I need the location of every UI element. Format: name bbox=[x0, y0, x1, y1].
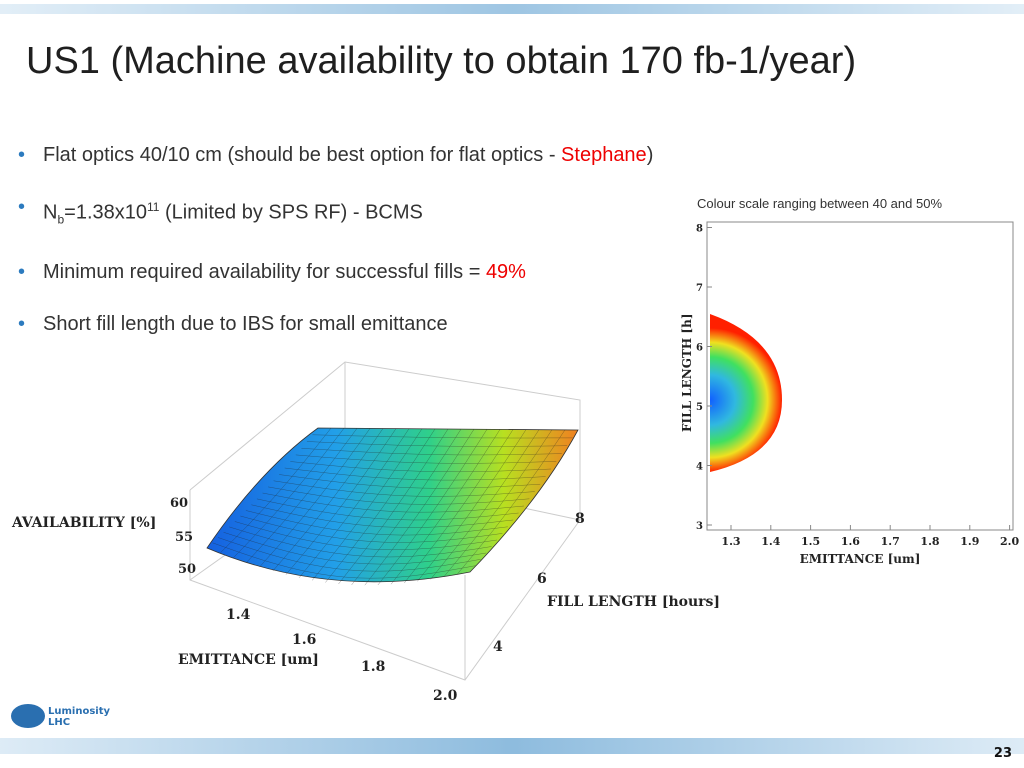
logo-text: LHC bbox=[48, 717, 70, 728]
text: Flat optics 40/10 cm (should be best opt… bbox=[43, 144, 562, 166]
mesh-line bbox=[295, 454, 557, 464]
x-axis-label: EMITTANCE [um] bbox=[178, 652, 319, 668]
mesh-line bbox=[284, 467, 546, 481]
contour-region bbox=[710, 314, 782, 472]
logo-text: Luminosity bbox=[48, 706, 110, 717]
contour-x-tick: 1.5 bbox=[801, 535, 820, 548]
mesh-line bbox=[279, 474, 541, 489]
bullet: Nb=1.38x1011 (Limited by SPS RF) - BCMS bbox=[18, 190, 693, 237]
mesh-line bbox=[404, 429, 514, 584]
caption: Colour scale ranging between 40 and 50% bbox=[697, 196, 942, 211]
x-tick: 1.6 bbox=[292, 632, 316, 648]
superscript: 11 bbox=[147, 200, 160, 214]
z-tick: 60 bbox=[170, 496, 188, 511]
bullet: Minimum required availability for succes… bbox=[18, 255, 693, 289]
text: =1.38x10 bbox=[64, 201, 147, 224]
text: Short fill length due to IBS for small e… bbox=[43, 312, 448, 335]
mesh-line bbox=[351, 428, 462, 586]
text: ) bbox=[646, 144, 654, 166]
contour-y-tick: 7 bbox=[696, 283, 703, 294]
contour-y-tick: 8 bbox=[696, 224, 703, 235]
y-axis-label: FILL LENGTH [hours] bbox=[547, 594, 720, 610]
contour-y-tick: 5 bbox=[696, 402, 703, 413]
contour-y-label: FILL LENGTH [h] bbox=[680, 313, 694, 432]
x-tick: 1.4 bbox=[226, 607, 251, 623]
bullet: Flat optics 40/10 cm (should be best opt… bbox=[18, 138, 693, 172]
mesh-line bbox=[443, 429, 553, 578]
mesh-line bbox=[290, 461, 552, 473]
y-tick: 8 bbox=[575, 511, 585, 527]
surface-mesh bbox=[212, 427, 573, 586]
y-tick: 6 bbox=[537, 571, 547, 587]
text: N bbox=[43, 201, 58, 224]
mesh-line bbox=[417, 429, 527, 582]
contour-x-tick: 1.7 bbox=[881, 535, 900, 548]
mesh-line bbox=[430, 429, 540, 580]
mesh-line bbox=[312, 434, 573, 439]
z-tick: 55 bbox=[175, 530, 193, 545]
contour-x-label: EMITTANCE [um] bbox=[800, 552, 921, 566]
contour-x-tick: 1.4 bbox=[761, 535, 780, 548]
z-tick: 50 bbox=[178, 562, 196, 577]
text: Minimum required availability for succes… bbox=[43, 260, 486, 283]
contour-x-tick: 1.6 bbox=[841, 535, 860, 548]
contour-frame bbox=[706, 221, 1014, 531]
page-number: 23 bbox=[994, 746, 1012, 761]
contour-x-tick: 1.9 bbox=[960, 535, 979, 548]
mesh-line bbox=[456, 429, 566, 575]
highlight: 49% bbox=[485, 260, 526, 283]
contour-y-tick: 3 bbox=[696, 521, 703, 532]
contour-x-tick: 1.3 bbox=[721, 535, 740, 548]
surface bbox=[206, 427, 579, 583]
mesh-line bbox=[268, 486, 530, 505]
text: (Limited by SPS RF) - BCMS bbox=[159, 201, 423, 224]
mesh-line bbox=[273, 480, 535, 497]
highlight: Stephane bbox=[561, 144, 647, 166]
bullet-list: Flat optics 40/10 cm (should be best opt… bbox=[18, 138, 693, 359]
mesh-line bbox=[377, 429, 488, 586]
top-bar bbox=[0, 4, 1024, 14]
bottom-bar bbox=[0, 738, 1024, 754]
mesh-line bbox=[306, 441, 568, 447]
bullet: Short fill length due to IBS for small e… bbox=[18, 307, 693, 341]
contour-x-tick: 2.0 bbox=[1000, 535, 1019, 548]
x-tick: 2.0 bbox=[433, 688, 458, 704]
y-tick: 4 bbox=[493, 639, 503, 655]
mesh-line bbox=[364, 429, 475, 586]
contour-y-tick: 4 bbox=[696, 462, 703, 473]
x-tick: 1.8 bbox=[361, 659, 385, 675]
contour-x-tick: 1.8 bbox=[920, 535, 939, 548]
mesh-line bbox=[301, 448, 562, 456]
contour-ticks: 3 4 5 6 7 8 1.3 1.4 1.5 1.6 1.7 1.8 1.9 2.0 bbox=[696, 224, 1019, 549]
mesh-line bbox=[262, 492, 525, 513]
subscript: b bbox=[57, 212, 65, 227]
contour-y-tick: 6 bbox=[696, 343, 703, 354]
logo-icon bbox=[11, 704, 45, 728]
z-axis-label: AVAILABILITY [%] bbox=[11, 515, 156, 531]
mesh-line bbox=[390, 429, 501, 585]
slide-title: US1 (Machine availability to obtain 170 … bbox=[26, 40, 857, 82]
